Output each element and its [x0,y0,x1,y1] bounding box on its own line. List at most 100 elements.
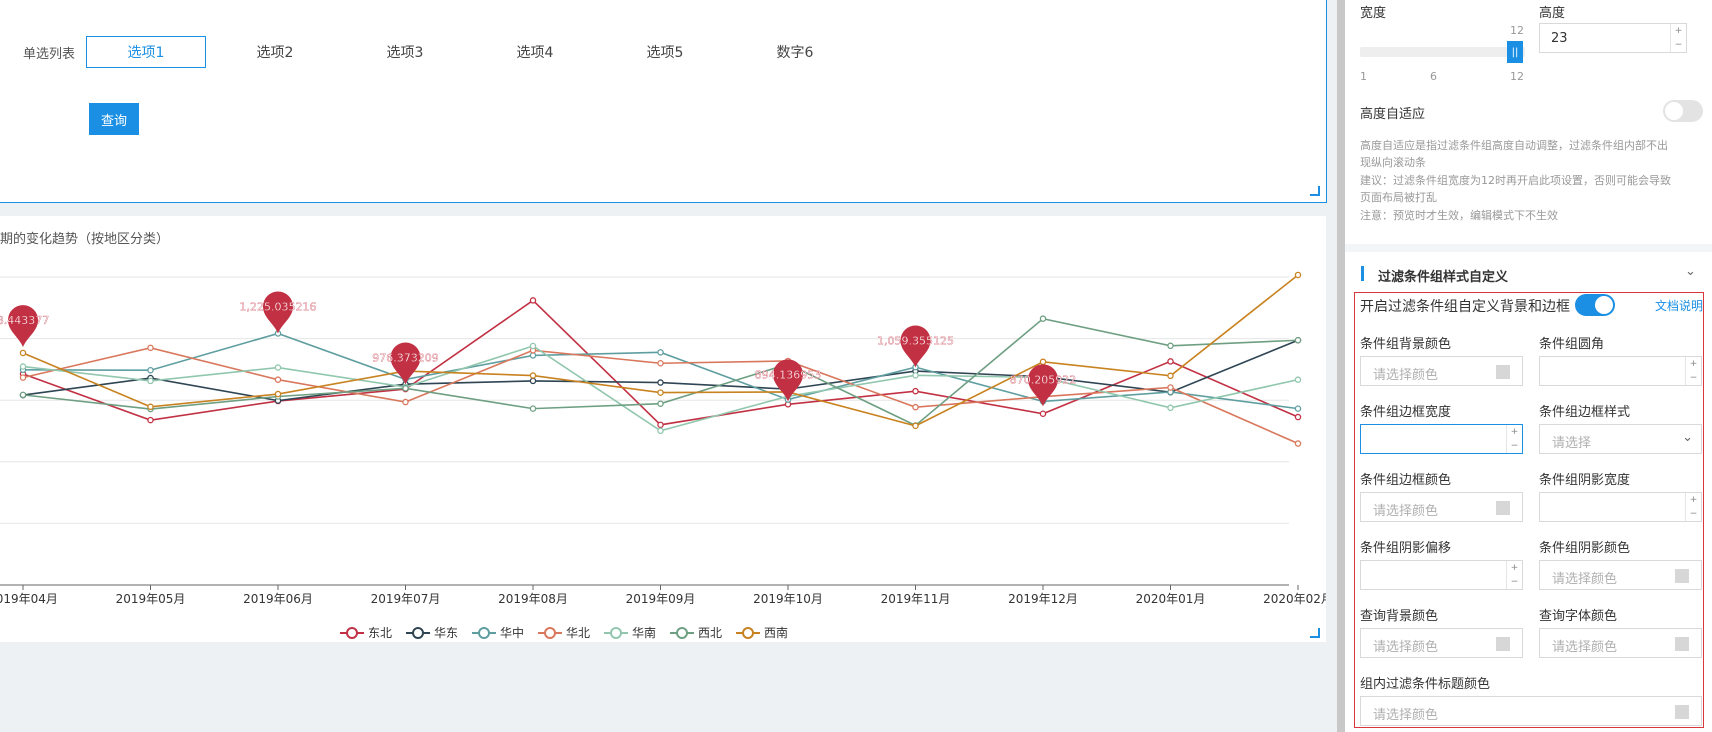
border-width-input[interactable]: + − [1360,424,1523,454]
query-bg-picker[interactable]: 请选择颜色 [1360,628,1523,658]
data-point [1167,372,1174,380]
data-point [529,342,537,350]
data-point [147,377,154,385]
option-5[interactable]: 选项5 [646,45,684,61]
resize-handle-icon[interactable] [1310,186,1320,196]
query-bg-placeholder: 请选择颜色 [1373,640,1439,655]
marker-pin [773,359,803,402]
data-point [1167,358,1174,365]
legend-label: 华东 [434,626,458,640]
height-value: 23 [1551,31,1568,46]
slider-thumb[interactable]: || [1507,41,1523,63]
radio-list-label: 单选列表 [23,47,76,62]
title-color-label: 组内过滤条件标题颜色 [1360,677,1491,692]
data-point [529,297,537,304]
custom-style-toggle[interactable] [1575,294,1615,316]
chevron-down-icon: ⌄ [1682,430,1693,445]
chevron-down-icon[interactable]: ⌄ [1685,264,1696,279]
width-slider[interactable]: || [1360,41,1525,63]
legend-marker-icon [412,627,424,639]
legend-label: 华南 [632,625,656,640]
border-width-stepper[interactable]: + − [1506,425,1522,453]
x-tick-label: 2019年06月 [243,592,313,606]
legend-label: 华北 [566,626,590,640]
slider-tick-mid: 6 [1430,70,1437,83]
option-2[interactable]: 选项2 [256,45,294,61]
width-label: 宽度 [1360,6,1387,21]
marker-pin [1028,364,1058,407]
filter-group-panel[interactable]: 单选列表 选项1 选项2 选项3 选项4 选项5 数字6 查询 [0,0,1327,203]
data-point [912,387,919,395]
shadow-color-picker[interactable]: 请选择颜色 [1539,560,1702,590]
height-stepper[interactable]: + − [1670,24,1686,52]
x-tick-label: 2019年08月 [498,592,568,606]
query-button[interactable]: 查询 [89,103,139,135]
border-color-label: 条件组边框颜色 [1360,473,1452,488]
data-point [657,427,664,435]
radius-stepper[interactable]: + − [1685,357,1701,385]
query-font-placeholder: 请选择颜色 [1552,640,1618,655]
dashboard-canvas: 单选列表 选项1 选项2 选项3 选项4 选项5 数字6 查询 2019年04月… [0,0,1327,642]
data-point [1039,410,1047,418]
bg-color-picker[interactable]: 请选择颜色 [1360,356,1523,386]
data-point [657,379,664,386]
legend-label: 华中 [500,625,524,640]
marker-pin [390,342,421,385]
auto-height-toggle[interactable] [1663,100,1703,122]
panel-divider[interactable] [1337,0,1345,732]
data-point [657,349,664,356]
auto-height-desc-3: 建议：过滤条件组宽度为12时再开启此项设置，否则可能会导致 [1360,174,1671,187]
marker-pin [8,305,38,348]
data-point [912,372,919,379]
data-point [1294,405,1302,412]
data-point [402,385,409,392]
option-4[interactable]: 选项4 [516,45,554,61]
auto-height-desc-4: 页面布局被打乱 [1360,191,1437,204]
slider-track [1360,47,1525,57]
x-tick-label: 2019年11月 [881,592,951,606]
shadow-offset-input[interactable]: + − [1360,560,1523,590]
option-1[interactable]: 选项1 [86,36,206,68]
data-point [274,390,282,398]
x-tick-label: 2019年04月 [0,592,58,606]
title-color-placeholder: 请选择颜色 [1373,708,1439,723]
radius-input[interactable]: + − [1539,356,1702,386]
legend-marker-icon [478,627,490,639]
data-point [657,389,664,396]
data-point [657,359,664,367]
x-tick-label: 2019年10月 [753,592,823,606]
title-color-picker[interactable]: 请选择颜色 [1360,696,1702,726]
chart-title: 期的变化趋势（按地区分类） [0,232,170,247]
shadow-width-stepper[interactable]: + − [1685,493,1701,521]
shadow-width-input[interactable]: + − [1539,492,1702,522]
shadow-color-label: 条件组阴影颜色 [1539,541,1631,556]
data-point [147,366,154,374]
marker-label: 976.373209 [372,352,438,365]
data-point [1294,440,1302,447]
data-point [274,376,282,383]
resize-handle-icon[interactable] [1310,628,1320,638]
option-3[interactable]: 选项3 [386,45,424,61]
query-font-picker[interactable]: 请选择颜色 [1539,628,1702,658]
data-point [1294,376,1302,383]
data-point [19,349,27,357]
marker-label: 1,225.035216 [240,300,317,313]
radius-label: 条件组圆角 [1539,337,1605,352]
shadow-offset-stepper[interactable]: + − [1506,561,1522,589]
legend-marker-icon [610,627,622,639]
height-input[interactable]: 23 + − [1539,23,1687,53]
border-style-select[interactable]: 请选择 ⌄ [1539,424,1702,454]
border-color-picker[interactable]: 请选择颜色 [1360,492,1523,522]
color-swatch-icon [1496,365,1510,379]
slider-tick-min: 1 [1360,70,1367,83]
x-tick-label: 2019年07月 [371,592,441,606]
slider-max-label: 12 [1510,24,1524,37]
marker-label: 8.443377 [0,314,49,327]
series-line [22,332,1299,410]
option-6[interactable]: 数字6 [776,45,814,61]
border-style-label: 条件组边框样式 [1539,405,1631,420]
doc-link[interactable]: 文档说明 [1655,299,1704,313]
data-point [147,416,154,424]
marker-label: 894.136953 [755,368,821,381]
